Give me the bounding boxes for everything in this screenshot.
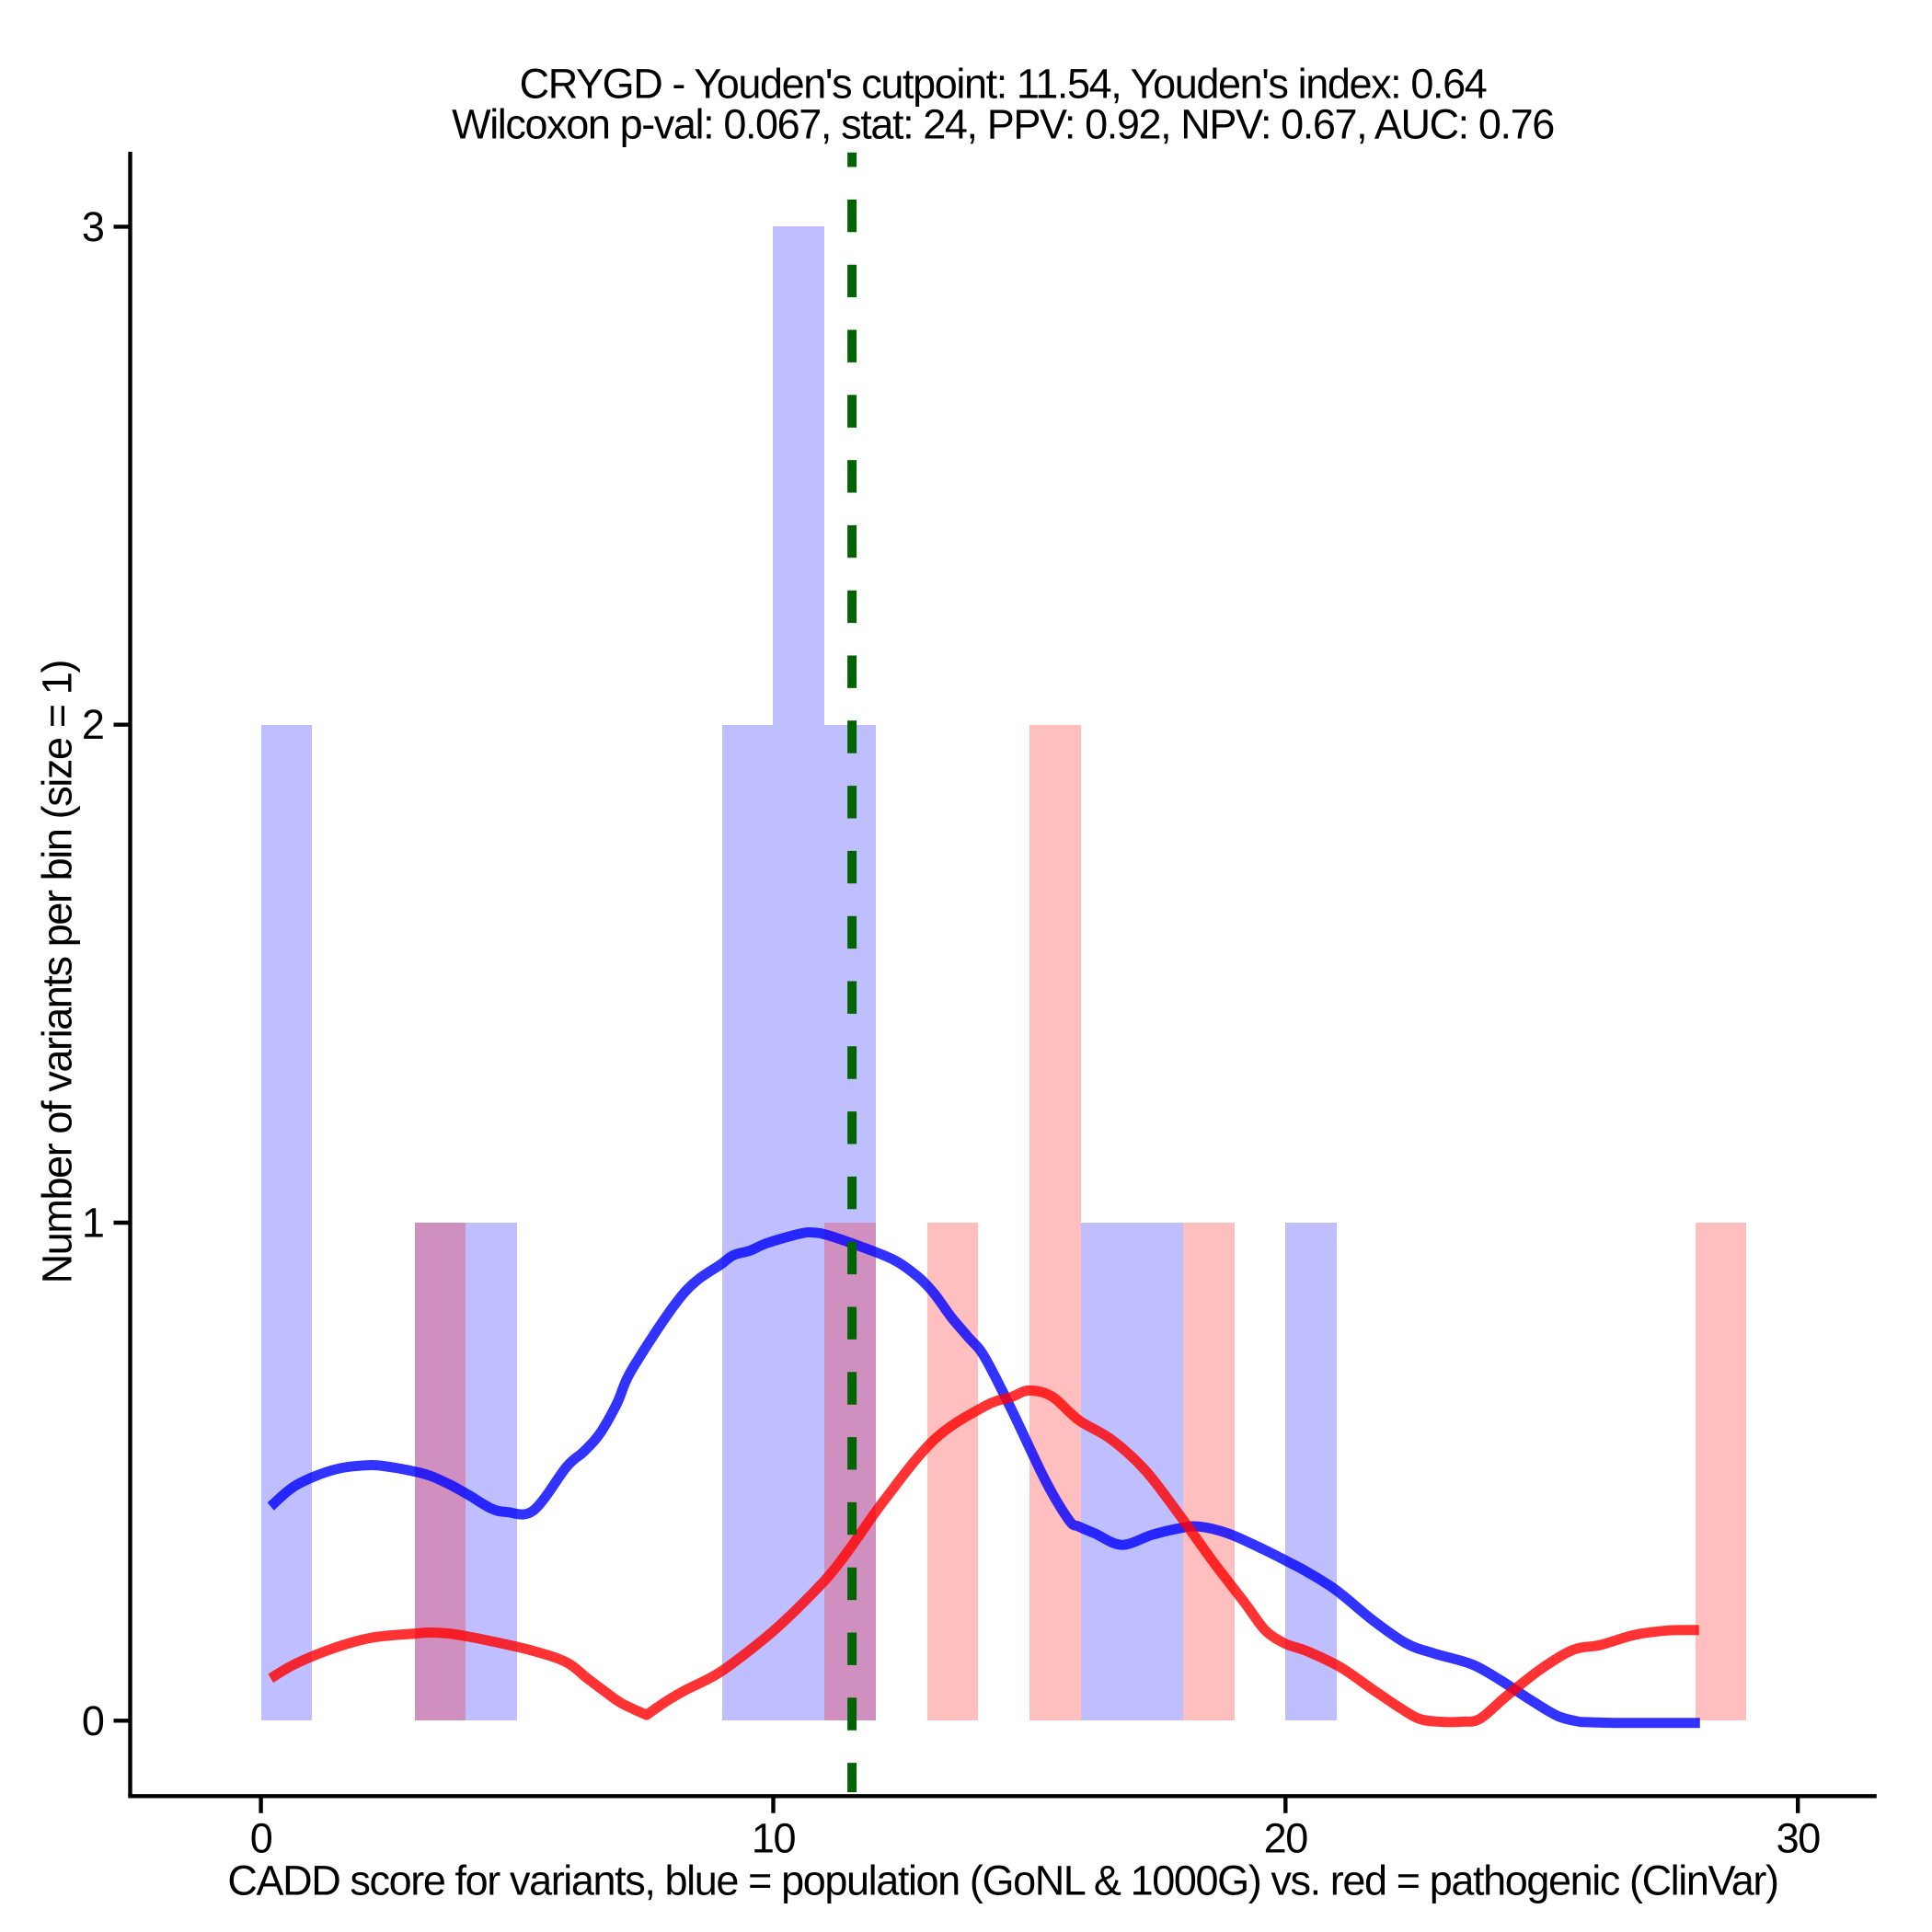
- svg-text:3: 3: [82, 203, 104, 250]
- svg-text:10: 10: [752, 1815, 796, 1862]
- svg-text:CADD score for variants, blue: CADD score for variants, blue = populati…: [227, 1857, 1777, 1904]
- svg-text:0: 0: [250, 1815, 272, 1862]
- svg-text:1: 1: [82, 1200, 104, 1247]
- svg-text:0: 0: [82, 1697, 104, 1744]
- svg-text:Number of variants per bin (si: Number of variants per bin (size = 1): [34, 661, 81, 1283]
- svg-text:Wilcoxon p-val: 0.067, stat: 2: Wilcoxon p-val: 0.067, stat: 24, PPV: 0.…: [452, 100, 1554, 147]
- svg-text:CRYGD - Youden's cutpoint: 11.: CRYGD - Youden's cutpoint: 11.54, Youden…: [520, 60, 1487, 107]
- svg-text:30: 30: [1777, 1815, 1821, 1862]
- svg-text:20: 20: [1264, 1815, 1308, 1862]
- svg-text:2: 2: [82, 701, 104, 748]
